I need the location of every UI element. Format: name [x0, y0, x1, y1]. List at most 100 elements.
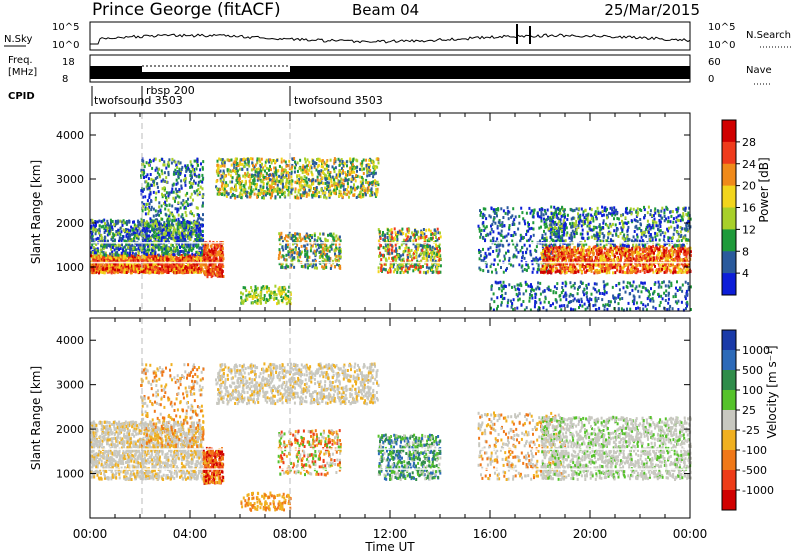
scatter-cell — [144, 242, 147, 246]
scatter-cell — [125, 220, 128, 223]
scatter-cell — [180, 184, 183, 188]
scatter-cell — [201, 180, 204, 184]
scatter-cell — [98, 224, 101, 228]
scatter-cell — [162, 244, 165, 248]
scatter-cell — [274, 182, 277, 186]
scatter-cell — [256, 183, 258, 187]
scatter-cell — [328, 189, 331, 193]
scatter-cell — [322, 171, 325, 175]
scatter-cell — [278, 180, 281, 184]
scatter-cell — [132, 232, 135, 236]
scatter-cell — [168, 231, 171, 235]
scatter-cell — [402, 257, 405, 261]
scatter-cell — [362, 178, 365, 182]
scatter-cell — [233, 194, 236, 197]
scatter-cell — [306, 158, 309, 162]
scatter-cell — [249, 188, 252, 192]
scatter-cell — [281, 246, 284, 250]
scatter-cell — [439, 235, 442, 239]
scatter-cell — [341, 195, 344, 199]
scatter-cell — [338, 189, 341, 193]
scatter-cell — [216, 192, 219, 196]
scatter-cell — [298, 178, 300, 182]
scatter-cell — [434, 240, 437, 243]
scatter-cell — [337, 173, 340, 177]
scatter-cell — [391, 237, 394, 241]
scatter-cell — [265, 166, 268, 170]
scatter-cell — [191, 269, 194, 273]
scatter-cell — [405, 264, 408, 268]
scatter-cell — [165, 198, 168, 202]
scatter-cell — [164, 255, 167, 259]
scatter-cell — [118, 236, 121, 240]
scatter-cell — [360, 187, 363, 191]
scatter-cell — [193, 179, 195, 183]
scatter-cell — [325, 187, 328, 191]
scatter-cell — [420, 231, 423, 235]
scatter-cell — [316, 266, 318, 270]
scatter-cell — [208, 270, 211, 274]
scatter-cell — [176, 166, 179, 169]
scatter-cell — [163, 240, 166, 244]
scatter-cell — [238, 182, 240, 186]
scatter-cell — [312, 178, 315, 182]
scatter-cell — [388, 247, 391, 251]
scatter-cell — [390, 235, 393, 239]
scatter-cell — [213, 246, 216, 250]
scatter-cell — [337, 254, 340, 258]
scatter-cell — [431, 245, 434, 249]
scatter-cell — [162, 262, 165, 266]
scatter-cell — [184, 179, 187, 183]
scatter-cell — [189, 174, 192, 177]
scatter-cell — [201, 260, 204, 264]
scatter-cell — [339, 173, 341, 177]
scatter-cell — [324, 263, 327, 267]
scatter-cell — [168, 192, 171, 195]
scatter-cell — [137, 223, 140, 227]
scatter-cell — [184, 206, 187, 210]
scatter-cell — [252, 174, 255, 178]
scatter-cell — [179, 222, 181, 226]
scatter-cell — [182, 264, 185, 267]
scatter-cell — [221, 262, 224, 266]
scatter-cell — [261, 188, 264, 192]
scatter-cell — [196, 235, 198, 239]
scatter-cell — [187, 197, 189, 201]
scatter-cell — [219, 267, 221, 271]
scatter-cell — [194, 265, 197, 269]
scatter-cell — [161, 268, 164, 271]
scatter-cell — [198, 175, 201, 179]
scatter-cell — [285, 180, 288, 184]
scatter-cell — [156, 175, 159, 179]
scatter-cell — [282, 173, 284, 177]
scatter-cell — [172, 196, 175, 200]
scatter-cell — [98, 219, 101, 223]
scatter-cell — [180, 245, 183, 248]
scatter-cell — [222, 160, 225, 164]
scatter-cell — [285, 253, 288, 257]
scatter-cell — [196, 160, 199, 164]
scatter-cell — [301, 178, 303, 182]
scatter-cell — [182, 236, 185, 240]
scatter-cell — [221, 158, 224, 162]
scatter-cell — [196, 238, 199, 242]
scatter-cell — [208, 255, 211, 259]
scatter-cell — [92, 255, 95, 259]
scatter-cell — [361, 160, 364, 164]
scatter-cell — [171, 243, 174, 247]
scatter-cell — [332, 232, 335, 236]
scatter-cell — [140, 248, 143, 252]
scatter-cell — [309, 262, 312, 266]
scatter-cell — [184, 249, 187, 252]
scatter-cell — [142, 246, 145, 250]
scatter-cell — [371, 160, 374, 164]
scatter-cell — [177, 230, 180, 234]
scatter-cell — [128, 220, 131, 224]
scatter-cell — [175, 182, 178, 186]
scatter-cell — [417, 248, 419, 252]
scatter-cell — [195, 257, 198, 261]
scatter-cell — [217, 192, 220, 196]
scatter-cell — [296, 232, 299, 236]
scatter-cell — [186, 164, 189, 168]
scatter-cell — [173, 238, 176, 242]
